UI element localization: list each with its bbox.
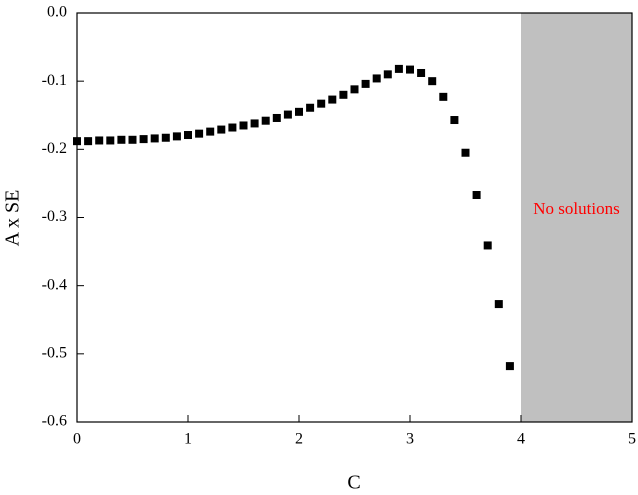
point [195,129,204,138]
point [328,95,337,104]
x-axis-label: C [347,472,360,494]
x-tick-label: 2 [295,431,303,448]
x-tick-label: 4 [517,431,525,448]
point [117,135,126,144]
point [394,64,403,73]
point [472,191,481,200]
point [272,113,281,122]
point [217,125,226,134]
point [73,137,81,146]
point [350,85,359,94]
point [161,133,170,142]
point [283,110,292,119]
point [150,134,159,143]
x-tick-label: 0 [73,431,81,448]
point [139,135,148,144]
point [406,65,414,74]
point [372,74,381,83]
point [339,90,348,99]
point [439,92,448,101]
point [206,127,215,136]
point [261,116,270,125]
point [128,135,137,144]
point [184,131,192,140]
point [306,103,315,112]
y-tick-label: -0.5 [42,345,67,362]
point [461,148,470,157]
point [172,132,181,141]
point [505,362,514,371]
point [494,300,503,309]
point [250,119,259,128]
y-tick-label: -0.4 [42,276,67,293]
x-tick-label: 3 [406,431,414,448]
region-label: No solutions [533,199,619,218]
y-tick-label: 0.0 [47,4,67,21]
point [295,107,303,116]
point [417,68,426,77]
y-tick-label: -0.3 [42,208,67,225]
point [228,123,237,132]
x-tick-label: 5 [628,431,636,448]
point [450,116,459,125]
y-tick-label: -0.6 [42,413,67,430]
point [106,136,115,145]
point [317,99,326,108]
point [84,137,93,146]
shaded-region [521,13,632,422]
point [361,79,370,88]
point [95,136,104,145]
point [383,70,392,79]
point [239,121,248,130]
point [428,77,437,86]
point [483,241,492,250]
y-axis-label: A x SE [2,190,24,247]
x-tick-label: 1 [184,431,192,448]
y-tick-label: -0.2 [42,140,67,157]
y-tick-label: -0.1 [42,72,67,89]
